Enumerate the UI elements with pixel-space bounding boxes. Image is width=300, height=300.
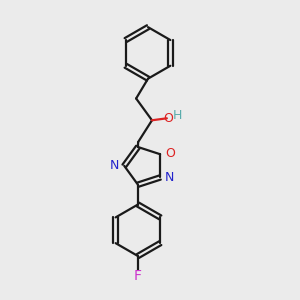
Text: O: O — [165, 147, 175, 160]
Text: F: F — [134, 269, 142, 283]
Text: N: N — [165, 171, 174, 184]
Text: O: O — [163, 112, 173, 125]
Text: H: H — [173, 109, 182, 122]
Text: N: N — [110, 159, 119, 172]
